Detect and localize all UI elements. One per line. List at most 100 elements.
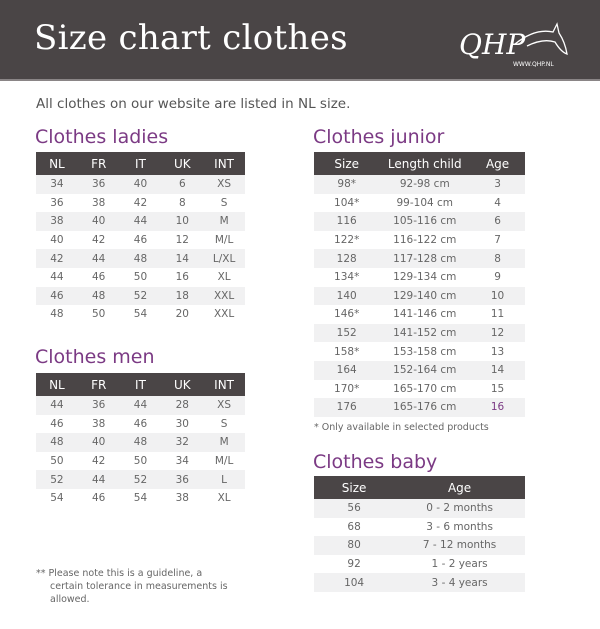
table-cell: 36 xyxy=(161,470,204,489)
table-cell: 42 xyxy=(92,234,106,247)
table-cell: 56 xyxy=(314,499,395,518)
table-cell: 46 xyxy=(50,417,64,430)
table-row: 50 42 50 34 M/L xyxy=(36,452,245,471)
table-cell: 140 xyxy=(314,286,380,306)
table-cell: 30 xyxy=(175,417,189,430)
table-cell: 7 xyxy=(494,234,501,247)
header-row: Size Length child Age xyxy=(314,152,525,175)
column-header: IT xyxy=(119,373,162,396)
table-cell: 42 xyxy=(92,455,106,468)
table-cell: 18 xyxy=(161,286,204,306)
table-cell: 116-122 cm xyxy=(393,234,457,247)
table-row: 116 105-116 cm 6 xyxy=(314,212,525,231)
table-cell: XS xyxy=(203,396,245,415)
table-cell: 38 xyxy=(36,212,78,231)
column-header: Size xyxy=(314,152,380,175)
qhp-logo: QHP WWW.QHP.NL xyxy=(455,20,575,70)
table-cell: 6 xyxy=(161,175,204,194)
table-cell: 14 xyxy=(470,360,525,380)
table-row: 122* 116-122 cm 7 xyxy=(314,231,525,250)
men-size-table: NL FR IT UK INT 44 36 44 28 XS 46 38 46 30 S 48 40 48 32 M 5… xyxy=(36,373,245,508)
table-cell: 42 xyxy=(36,249,78,268)
table-cell: 34 xyxy=(36,175,78,194)
table-row: 38 40 44 10 M xyxy=(36,212,245,231)
table-row: 40 42 46 12 M/L xyxy=(36,231,245,250)
table-cell: XXL xyxy=(203,286,245,306)
table-cell: 38 xyxy=(92,417,106,430)
table-cell: 152 xyxy=(314,323,380,343)
table-cell: 8 xyxy=(178,196,186,209)
header-row: NL FR IT UK INT xyxy=(36,373,245,396)
table-row: 52 44 52 36 L xyxy=(36,470,245,489)
table-cell: 164 xyxy=(314,360,380,380)
table-cell: 128 xyxy=(314,249,380,268)
logo-url: WWW.QHP.NL xyxy=(513,61,554,68)
table-cell: 44 xyxy=(119,212,162,231)
table-cell: 38 xyxy=(92,196,106,209)
table-row: 80 7 - 12 months xyxy=(314,536,525,555)
table-row: 128 117-128 cm 8 xyxy=(314,249,525,268)
footnote: ** Please note this is a guideline, a ce… xyxy=(36,568,228,605)
table-cell: 4 xyxy=(494,196,501,209)
table-cell: 50 xyxy=(133,455,148,468)
table-cell: 54 xyxy=(50,492,64,505)
table-row: 146* 141-146 cm 11 xyxy=(314,305,525,324)
table-cell: 14 xyxy=(161,249,204,268)
column-header: NL xyxy=(36,373,78,396)
table-cell: 10 xyxy=(470,286,525,306)
table-cell: 15 xyxy=(490,382,505,395)
table-row: 42 44 48 14 L/XL xyxy=(36,249,245,268)
column-header: NL xyxy=(36,152,78,175)
table-row: 54 46 54 38 XL xyxy=(36,489,245,508)
intro-text: All clothes on our website are listed in… xyxy=(36,96,351,112)
table-cell: 46 xyxy=(133,417,148,430)
table-row: 134* 129-134 cm 9 xyxy=(314,268,525,287)
table-cell: 0 - 2 months xyxy=(394,499,525,518)
table-cell: 122* xyxy=(334,234,360,247)
table-cell: 141-152 cm xyxy=(379,323,471,343)
table-cell: 48 xyxy=(36,433,78,452)
table-cell: 36 xyxy=(77,175,120,194)
column-header: FR xyxy=(77,373,120,396)
column-header: IT xyxy=(119,152,162,175)
table-cell: 10 xyxy=(161,212,204,231)
table-cell: 20 xyxy=(175,308,189,321)
column-header: UK xyxy=(161,152,204,175)
table-cell: 32 xyxy=(161,433,204,452)
table-cell: XXL xyxy=(213,308,235,321)
table-cell: 40 xyxy=(77,212,120,231)
table-cell: 68 xyxy=(347,520,361,533)
table-row: 152 141-152 cm 12 xyxy=(314,323,525,343)
table-cell: 48 xyxy=(77,286,120,306)
table-cell: S xyxy=(220,196,228,209)
table-cell: 153-158 cm xyxy=(393,345,457,358)
column-header: Age xyxy=(470,152,525,175)
junior-title: Clothes junior xyxy=(313,126,445,148)
table-cell: 42 xyxy=(133,196,148,209)
table-cell: M xyxy=(203,433,245,452)
table-cell: 50 xyxy=(92,308,106,321)
table-cell: 52 xyxy=(36,470,78,489)
table-row: 56 0 - 2 months xyxy=(314,499,525,518)
header-banner: Size chart clothes QHP WWW.QHP.NL xyxy=(0,0,600,81)
table-cell: 40 xyxy=(50,234,64,247)
table-cell: 99-104 cm xyxy=(396,196,454,209)
table-cell: 16 xyxy=(470,398,525,417)
table-row: 164 152-164 cm 14 xyxy=(314,360,525,380)
table-cell: 54 xyxy=(133,308,148,321)
table-cell: 116 xyxy=(314,212,380,231)
table-cell: 38 xyxy=(175,492,189,505)
table-cell: 165-170 cm xyxy=(393,382,457,395)
table-cell: 46 xyxy=(133,234,148,247)
page-title: Size chart clothes xyxy=(34,18,348,58)
column-header: INT xyxy=(203,373,245,396)
table-row: 98* 92-98 cm 3 xyxy=(314,175,525,194)
table-row: 34 36 40 6 XS xyxy=(36,175,245,194)
table-cell: 129-140 cm xyxy=(379,286,471,306)
table-cell: M/L xyxy=(214,234,234,247)
table-cell: M xyxy=(203,212,245,231)
table-cell: 146* xyxy=(334,308,360,321)
table-cell: 104 xyxy=(314,573,395,592)
table-row: 48 40 48 32 M xyxy=(36,433,245,452)
table-cell: 12 xyxy=(470,323,525,343)
